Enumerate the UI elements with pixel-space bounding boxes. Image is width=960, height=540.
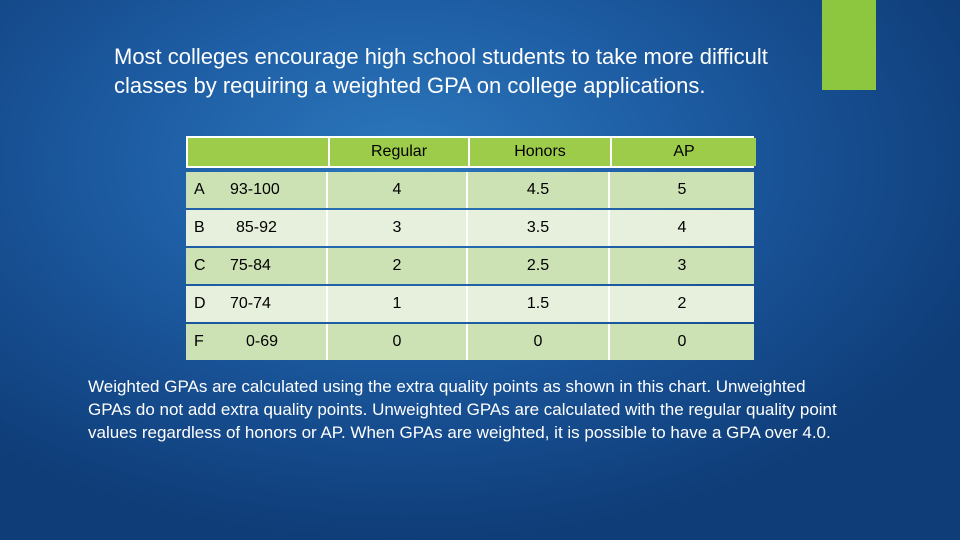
table-row: F 0-69 0 0 0: [186, 324, 754, 360]
ap-points: 4: [610, 210, 754, 246]
intro-text: Most colleges encourage high school stud…: [114, 44, 768, 98]
honors-points: 0: [468, 324, 610, 360]
header-blank-cell: [188, 138, 330, 166]
accent-bar: [822, 0, 876, 90]
grade-letter: F: [186, 324, 226, 360]
regular-points: 2: [328, 248, 468, 284]
grade-range: 85-92: [226, 210, 328, 246]
grade-range: 70-74: [226, 286, 328, 322]
grade-letter: A: [186, 172, 226, 208]
regular-points: 1: [328, 286, 468, 322]
grade-range: 75-84: [226, 248, 328, 284]
regular-points: 4: [328, 172, 468, 208]
honors-points: 4.5: [468, 172, 610, 208]
grade-letter: D: [186, 286, 226, 322]
closing-text: Weighted GPAs are calculated using the e…: [88, 377, 837, 442]
table-row: B 85-92 3 3.5 4: [186, 210, 754, 246]
table-row: C 75-84 2 2.5 3: [186, 248, 754, 284]
honors-points: 2.5: [468, 248, 610, 284]
ap-points: 2: [610, 286, 754, 322]
regular-points: 3: [328, 210, 468, 246]
table-row: A 93-100 4 4.5 5: [186, 172, 754, 208]
grade-range: 0-69: [226, 324, 328, 360]
grade-letter: B: [186, 210, 226, 246]
header-regular: Regular: [330, 138, 470, 166]
table-row: D 70-74 1 1.5 2: [186, 286, 754, 322]
ap-points: 0: [610, 324, 754, 360]
table-header-row: Regular Honors AP: [186, 136, 756, 168]
regular-points: 0: [328, 324, 468, 360]
honors-points: 1.5: [468, 286, 610, 322]
grade-letter: C: [186, 248, 226, 284]
header-honors: Honors: [470, 138, 612, 166]
ap-points: 3: [610, 248, 754, 284]
grade-range: 93-100: [226, 172, 328, 208]
grade-table: Regular Honors AP A 93-100 4 4.5 5 B 85-…: [186, 136, 756, 366]
header-ap: AP: [612, 138, 756, 166]
ap-points: 5: [610, 172, 754, 208]
honors-points: 3.5: [468, 210, 610, 246]
